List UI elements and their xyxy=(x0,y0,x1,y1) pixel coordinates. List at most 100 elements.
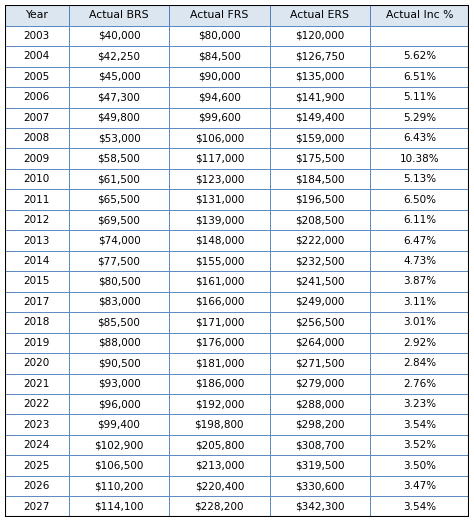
Bar xyxy=(169,374,270,394)
Text: 2.76%: 2.76% xyxy=(403,379,436,389)
Text: Actual BRS: Actual BRS xyxy=(89,10,149,20)
Bar xyxy=(370,148,469,169)
Text: $45,000: $45,000 xyxy=(98,72,140,82)
Text: 3.47%: 3.47% xyxy=(403,481,436,491)
Text: 2005: 2005 xyxy=(24,72,50,82)
Bar xyxy=(69,496,169,517)
Bar xyxy=(5,312,69,333)
Text: $228,200: $228,200 xyxy=(195,502,244,512)
Text: 2025: 2025 xyxy=(24,460,50,471)
Text: 2008: 2008 xyxy=(24,133,50,143)
Bar xyxy=(69,414,169,435)
Bar xyxy=(5,108,69,128)
Bar xyxy=(69,128,169,148)
Bar xyxy=(370,292,469,312)
Text: 2015: 2015 xyxy=(24,277,50,287)
Bar xyxy=(169,435,270,455)
Bar xyxy=(370,189,469,210)
Bar xyxy=(69,476,169,496)
Text: $186,000: $186,000 xyxy=(195,379,244,389)
Bar xyxy=(169,496,270,517)
Text: $222,000: $222,000 xyxy=(295,235,345,245)
Bar xyxy=(5,476,69,496)
Text: 3.54%: 3.54% xyxy=(403,502,436,512)
Bar xyxy=(5,414,69,435)
Text: 2026: 2026 xyxy=(24,481,50,491)
Bar xyxy=(270,455,370,476)
Text: $90,500: $90,500 xyxy=(98,358,140,369)
Text: $166,000: $166,000 xyxy=(195,297,244,307)
Text: $161,000: $161,000 xyxy=(195,277,244,287)
Bar xyxy=(270,148,370,169)
Bar xyxy=(169,128,270,148)
Text: 2023: 2023 xyxy=(24,420,50,430)
Text: $319,500: $319,500 xyxy=(295,460,345,471)
Text: $126,750: $126,750 xyxy=(295,51,345,62)
Text: $53,000: $53,000 xyxy=(98,133,140,143)
Text: $117,000: $117,000 xyxy=(195,153,244,164)
Text: $330,600: $330,600 xyxy=(295,481,345,491)
Bar xyxy=(270,210,370,230)
Bar xyxy=(69,435,169,455)
Text: $90,000: $90,000 xyxy=(198,72,241,82)
Text: $208,500: $208,500 xyxy=(295,215,345,225)
Bar xyxy=(370,5,469,26)
Bar xyxy=(370,26,469,46)
Bar xyxy=(169,5,270,26)
Text: $93,000: $93,000 xyxy=(98,379,140,389)
Bar xyxy=(169,394,270,414)
Text: 2022: 2022 xyxy=(24,399,50,409)
Text: 6.43%: 6.43% xyxy=(403,133,436,143)
Bar xyxy=(370,46,469,67)
Text: $58,500: $58,500 xyxy=(98,153,140,164)
Text: $148,000: $148,000 xyxy=(195,235,244,245)
Text: 2.92%: 2.92% xyxy=(403,338,436,348)
Text: $192,000: $192,000 xyxy=(195,399,244,409)
Bar xyxy=(5,26,69,46)
Text: $110,200: $110,200 xyxy=(94,481,144,491)
Text: 5.13%: 5.13% xyxy=(403,174,436,184)
Bar xyxy=(270,189,370,210)
Text: 3.54%: 3.54% xyxy=(403,420,436,430)
Text: $85,500: $85,500 xyxy=(98,317,140,327)
Text: $96,000: $96,000 xyxy=(98,399,140,409)
Bar xyxy=(169,476,270,496)
Bar xyxy=(270,353,370,374)
Bar xyxy=(69,26,169,46)
Bar xyxy=(69,292,169,312)
Text: 2010: 2010 xyxy=(24,174,50,184)
Bar xyxy=(270,496,370,517)
Text: Actual ERS: Actual ERS xyxy=(290,10,349,20)
Text: 2003: 2003 xyxy=(24,31,50,41)
Text: $77,500: $77,500 xyxy=(98,256,140,266)
Bar xyxy=(169,210,270,230)
Bar xyxy=(169,230,270,251)
Bar xyxy=(69,5,169,26)
Bar xyxy=(69,333,169,353)
Text: 2007: 2007 xyxy=(24,113,50,123)
Text: $123,000: $123,000 xyxy=(195,174,244,184)
Bar xyxy=(169,312,270,333)
Text: $106,500: $106,500 xyxy=(94,460,144,471)
Bar xyxy=(69,169,169,189)
Bar xyxy=(370,108,469,128)
Bar xyxy=(270,333,370,353)
Text: 2013: 2013 xyxy=(24,235,50,245)
Bar xyxy=(370,87,469,108)
Bar xyxy=(270,46,370,67)
Bar xyxy=(69,455,169,476)
Text: 10.38%: 10.38% xyxy=(400,153,439,164)
Text: $198,800: $198,800 xyxy=(195,420,244,430)
Text: $256,500: $256,500 xyxy=(295,317,345,327)
Bar xyxy=(69,189,169,210)
Text: $114,100: $114,100 xyxy=(94,502,144,512)
Text: 3.87%: 3.87% xyxy=(403,277,436,287)
Bar xyxy=(5,271,69,292)
Bar xyxy=(5,251,69,271)
Text: $80,500: $80,500 xyxy=(98,277,140,287)
Bar xyxy=(5,148,69,169)
Bar xyxy=(5,292,69,312)
Text: 3.50%: 3.50% xyxy=(403,460,436,471)
Bar xyxy=(169,414,270,435)
Text: $205,800: $205,800 xyxy=(195,440,244,450)
